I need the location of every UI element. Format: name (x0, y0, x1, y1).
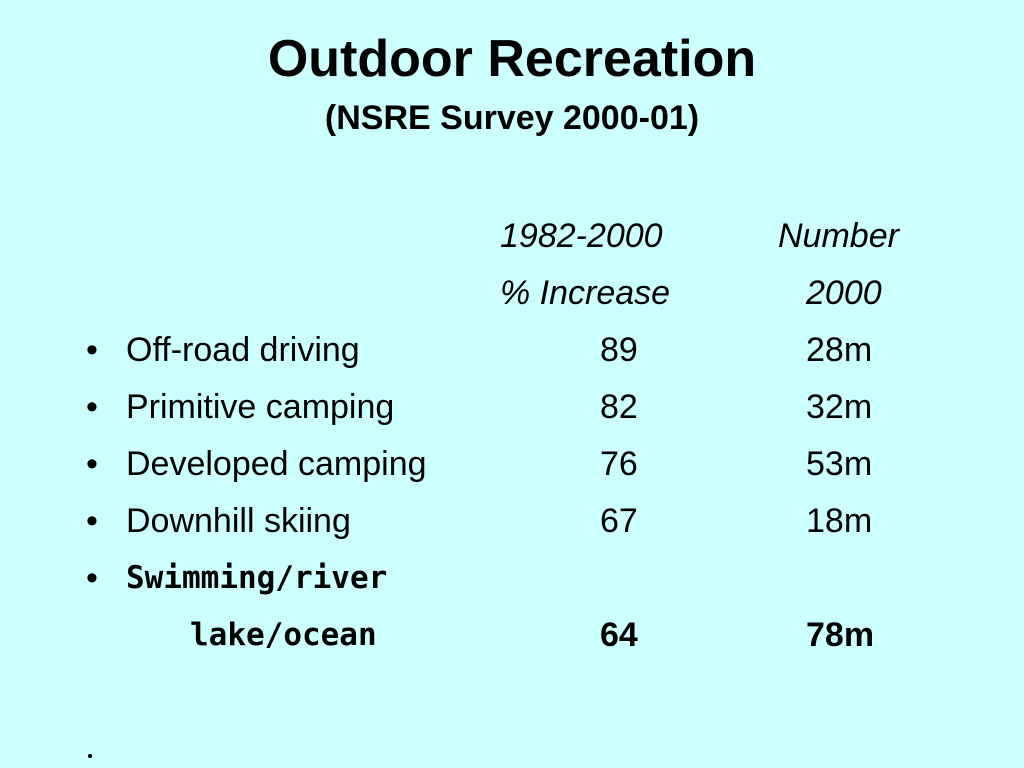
bullet-icon: • (86, 388, 98, 426)
activity-label: Primitive camping (126, 388, 395, 426)
table-header-line-2: % Increase 2000 (0, 268, 1024, 318)
table-row-swimming-line-2: lake/ocean 64 78m (0, 610, 1024, 660)
number-value: 28m (806, 331, 873, 369)
table-row-swimming-line-1: • Swimming/river (0, 553, 1024, 603)
activity-label: Developed camping (126, 445, 427, 483)
slide-subtitle: (NSRE Survey 2000-01) (324, 99, 700, 137)
number-column-header-line-2: 2000 (806, 274, 882, 312)
increase-value: 64 (600, 616, 638, 654)
bullet-icon (88, 754, 92, 758)
activity-label-continuation: lake/ocean (190, 617, 377, 653)
activity-label: Off-road driving (126, 331, 360, 369)
increase-value: 76 (600, 445, 638, 483)
increase-value: 67 (600, 502, 638, 540)
table-row-developed-camping: • Developed camping 76 53m (0, 439, 1024, 489)
activity-label: Downhill skiing (126, 502, 351, 540)
slide-title: Outdoor Recreation (267, 30, 757, 88)
increase-value: 82 (600, 388, 638, 426)
activity-label: Swimming/river (126, 560, 388, 596)
bullet-icon: • (86, 331, 98, 369)
table-row-off-road-driving: • Off-road driving 89 28m (0, 325, 1024, 375)
table-row-primitive-camping: • Primitive camping 82 32m (0, 382, 1024, 432)
number-column-header-line-1: Number (778, 217, 899, 255)
bullet-icon: • (86, 445, 98, 483)
table-row-downhill-skiing: • Downhill skiing 67 18m (0, 496, 1024, 546)
bullet-icon: • (86, 502, 98, 540)
number-value: 53m (806, 445, 873, 483)
number-value: 18m (806, 502, 873, 540)
table-header-line-1: 1982-2000 Number (0, 211, 1024, 261)
increase-value: 89 (600, 331, 638, 369)
increase-column-header-line-1: 1982-2000 (500, 217, 663, 255)
increase-column-header-line-2: % Increase (500, 274, 671, 312)
number-value: 78m (806, 616, 875, 654)
number-value: 32m (806, 388, 873, 426)
bullet-icon: • (86, 559, 98, 597)
